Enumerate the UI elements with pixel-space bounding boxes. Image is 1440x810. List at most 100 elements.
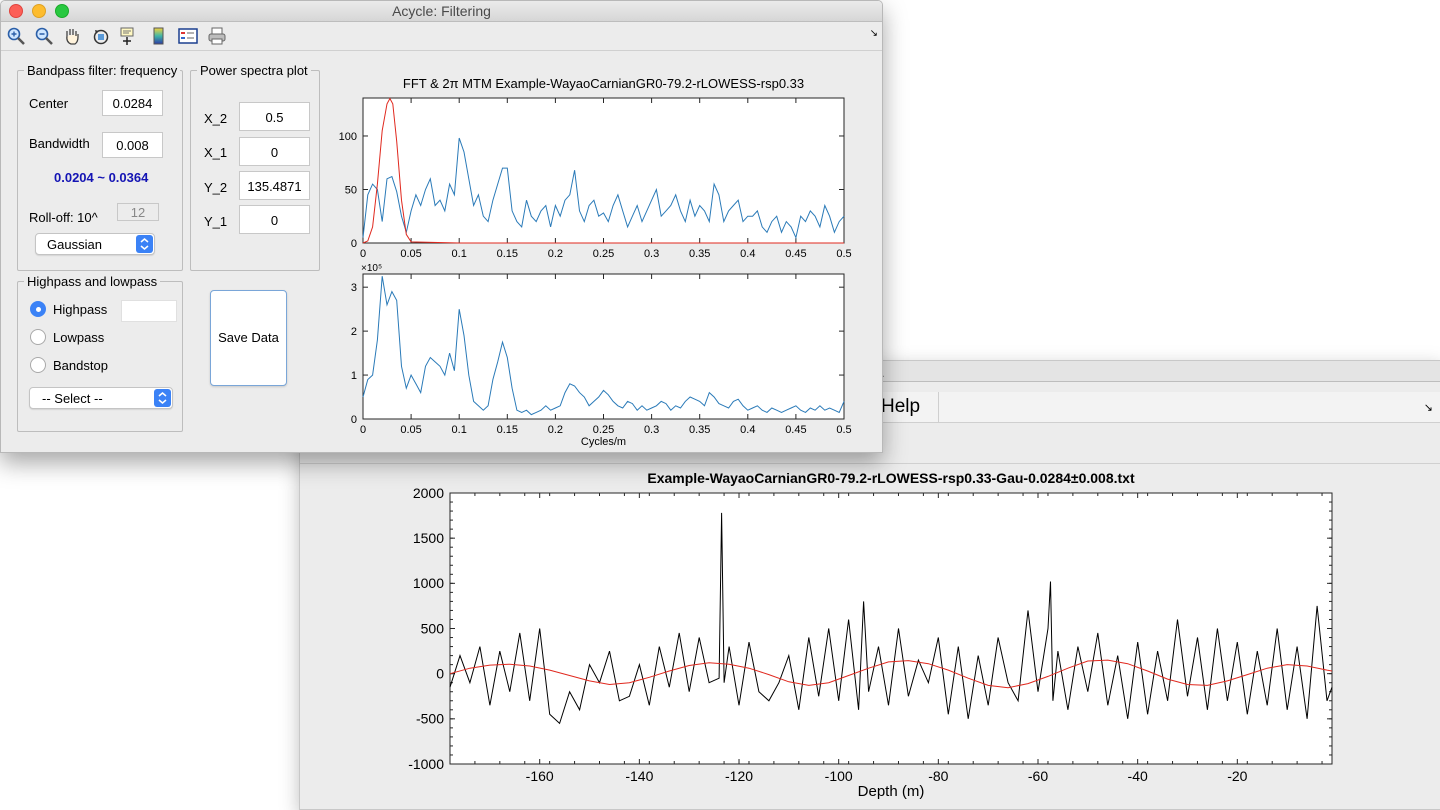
spectrum-bottom-xtick-label: 0.35 — [689, 424, 710, 436]
frequency-range-text: 0.0204 ~ 0.0364 — [54, 170, 149, 185]
filter-method-select[interactable]: Gaussian — [35, 233, 155, 255]
minimize-window-button[interactable] — [32, 4, 46, 18]
data-cursor-icon[interactable] — [119, 26, 139, 46]
print-icon[interactable] — [207, 26, 227, 46]
spectrum-top-axes-box — [362, 97, 845, 244]
x2-input[interactable]: 0.5 — [239, 102, 310, 131]
filtering-window: Acycle: Filtering ↘ Bandpass filter: fr — [0, 0, 883, 453]
spectrum-top-xtick-label: 0.15 — [497, 248, 518, 260]
spectrum-top-xtick-label: 0.35 — [689, 248, 710, 260]
spectrum-top-xtick-label: 0.1 — [452, 248, 467, 260]
highpass-label: Highpass — [53, 302, 108, 317]
spectrum-top-xtick-label: 0.25 — [593, 248, 614, 260]
filter-type-value: -- Select -- — [42, 391, 103, 406]
spectrum-bottom-xtick-label: 0 — [360, 424, 366, 436]
spectrum-bottom-xtick-label: 0.5 — [836, 424, 851, 436]
highpass-input[interactable] — [121, 300, 177, 322]
spectra-charts: FFT & 2π MTM Example-WayaoCarnianGR0-79.… — [339, 76, 852, 448]
spectrum-bottom-exponent-label: ×10⁵ — [361, 263, 382, 274]
spectrum-bottom-xtick-label: 0.15 — [497, 424, 518, 436]
figure-toolbar-top: ↘ — [1, 22, 882, 51]
close-window-button[interactable] — [9, 4, 23, 18]
depth-plot-title: Example-WayaoCarnianGR0-79.2-rLOWESS-rsp… — [647, 470, 1135, 486]
filter-type-select[interactable]: -- Select -- — [29, 387, 173, 409]
spectrum-top-xtick-label: 0.45 — [785, 248, 806, 260]
spectrum-bottom-axes-box — [362, 273, 845, 420]
bandstop-label: Bandstop — [53, 358, 108, 373]
menu-help[interactable]: Help — [881, 396, 921, 417]
depth-plot-ytick-label: -500 — [416, 711, 444, 727]
depth-plot-ytick-label: 0 — [436, 666, 444, 682]
y2-input[interactable]: 135.4871 — [239, 171, 310, 200]
spectrum-top-ytick-label: 50 — [345, 184, 357, 196]
filtering-titlebar: Acycle: Filtering — [1, 1, 882, 22]
spectrum-bottom-ytick-label: 2 — [351, 326, 357, 338]
x1-label: X_1 — [204, 145, 228, 160]
x2-label: X_2 — [204, 111, 228, 126]
depth-plot-ytick-label: 2000 — [413, 485, 444, 501]
depth-plot-xtick-label: -120 — [725, 768, 753, 784]
spectrum-top-xtick-label: 0.3 — [644, 248, 659, 260]
spectrum-top-xtick-label: 0 — [360, 248, 366, 260]
window-title: Acycle: Filtering — [392, 3, 491, 19]
highpass-radio[interactable] — [30, 301, 46, 317]
spectrum-bottom-xlabel: Cycles/m — [581, 436, 626, 448]
bandstop-radio[interactable] — [30, 357, 46, 373]
depth-plot-xlabel: Depth (m) — [858, 783, 925, 800]
filter-method-value: Gaussian — [47, 237, 102, 252]
center-input[interactable]: 0.0284 — [102, 90, 163, 116]
lowpass-radio[interactable] — [30, 329, 46, 345]
select-arrows-icon — [136, 235, 153, 253]
highlow-panel-title: Highpass and lowpass — [24, 274, 161, 289]
lowpass-label: Lowpass — [53, 330, 105, 345]
depth-plot-xtick-label: -100 — [825, 768, 853, 784]
menubar-overflow-icon[interactable]: ↘ — [1423, 402, 1433, 414]
spectrum-top-ytick-label: 100 — [339, 131, 357, 143]
center-label: Center — [29, 96, 69, 111]
legend-icon[interactable] — [178, 26, 198, 46]
depth-plot-ytick-label: 500 — [421, 620, 445, 636]
depth-plot-ytick-label: 1000 — [413, 575, 444, 591]
spectrum-top-xtick-label: 0.5 — [836, 248, 851, 260]
spectrum-bottom-series-0 — [362, 276, 845, 416]
spectrum-bottom-ytick-label: 1 — [351, 370, 357, 382]
spectrum-top-xtick-label: 0.05 — [400, 248, 421, 260]
depth-plot-axes-box — [449, 492, 1333, 765]
depth-plot-ytick-label: 1500 — [413, 530, 444, 546]
spectrum-top-ytick-label: 0 — [351, 238, 357, 250]
figure-menubar-sep — [938, 392, 939, 422]
depth-chart: Example-WayaoCarnianGR0-79.2-rLOWESS-rsp… — [408, 470, 1333, 800]
depth-plot-xtick-label: -80 — [928, 768, 948, 784]
highlow-panel: Highpass and lowpass Highpass Lowpass Ba… — [17, 274, 183, 432]
rolloff-input[interactable]: 12 — [117, 203, 159, 221]
spectrum-bottom-xtick-label: 0.25 — [593, 424, 614, 436]
toolbar-overflow-icon[interactable]: ↘ — [869, 28, 878, 39]
depth-plot-xtick-label: -160 — [526, 768, 554, 784]
save-data-label: Save Data — [218, 330, 279, 345]
spectrum-bottom-xtick-label: 0.4 — [740, 424, 755, 436]
spectrum-bottom-xtick-label: 0.45 — [785, 424, 806, 436]
y2-label: Y_2 — [204, 180, 228, 195]
spectrum-top-series-1 — [362, 97, 844, 244]
zoom-out-icon[interactable] — [34, 26, 54, 46]
spectrum-bottom-xtick-label: 0.05 — [400, 424, 421, 436]
colorbar-icon[interactable] — [149, 26, 169, 46]
rotate-icon[interactable] — [91, 26, 111, 46]
zoom-in-icon[interactable] — [6, 26, 26, 46]
x1-input[interactable]: 0 — [239, 137, 310, 166]
spectrum-bottom-xtick-label: 0.1 — [452, 424, 467, 436]
spectrum-bottom-xtick-label: 0.2 — [548, 424, 563, 436]
save-data-button[interactable]: Save Data — [210, 290, 287, 386]
pan-hand-icon[interactable] — [62, 26, 82, 46]
y1-input[interactable]: 0 — [239, 205, 310, 234]
depth-plot-ytick-label: -1000 — [408, 756, 444, 772]
bandwidth-label: Bandwidth — [29, 136, 90, 151]
spectrum-bottom-ytick-label: 3 — [351, 282, 357, 294]
bandwidth-input[interactable]: 0.008 — [102, 132, 163, 158]
maximize-window-button[interactable] — [55, 4, 69, 18]
spectrum-top-series-0 — [362, 137, 845, 240]
spectrum-top-xtick-label: 0.4 — [740, 248, 755, 260]
bandpass-panel: Bandpass filter: frequency Center 0.0284… — [17, 63, 183, 271]
y1-label: Y_1 — [204, 214, 228, 229]
spectrum-top-xtick-label: 0.2 — [548, 248, 563, 260]
